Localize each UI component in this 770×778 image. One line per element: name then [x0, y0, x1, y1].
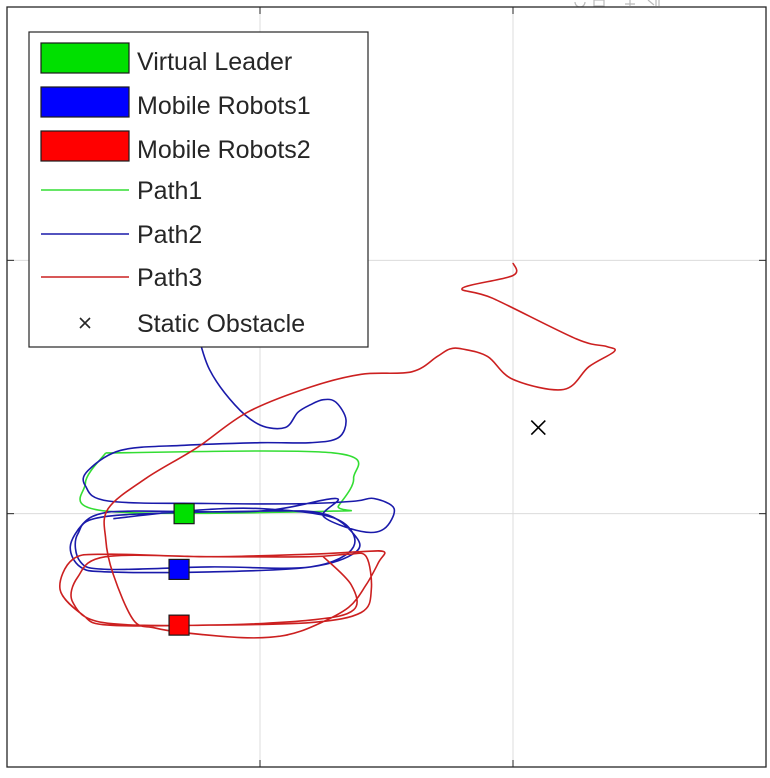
legend-label-path3: Path3 — [137, 264, 202, 292]
legend[interactable]: Virtual Leader Mobile Robots1 Mobile Rob… — [28, 31, 369, 348]
series-layer — [59, 216, 616, 639]
data-tips-icon[interactable] — [593, 0, 605, 7]
legend-swatch-virtual-leader — [40, 42, 130, 74]
legend-label-virtual-leader: Virtual Leader — [137, 48, 292, 76]
legend-entry-path1: Path1 — [41, 177, 202, 205]
axes-box — [6, 6, 767, 768]
legend-swatch-mobile-robots2 — [40, 130, 130, 162]
pan-icon[interactable] — [625, 0, 635, 6]
series-path3-line — [59, 262, 616, 639]
legend-entry-mobile-robots2: Mobile Robots2 — [40, 130, 311, 164]
legend-entry-mobile-robots1: Mobile Robots1 — [40, 86, 311, 120]
legend-label-path2: Path2 — [137, 221, 202, 249]
legend-x-marker — [79, 317, 91, 329]
axes-toolbar[interactable] — [574, 0, 660, 8]
marker-static-obstacle — [530, 419, 546, 436]
series-path1-line — [79, 450, 360, 515]
legend-entry-static-obstacle: Static Obstacle — [79, 310, 305, 338]
marker-layer — [168, 419, 546, 636]
marker-mobile-robots2 — [168, 614, 190, 636]
series-path2-line — [69, 216, 396, 574]
legend-entry-virtual-leader: Virtual Leader — [40, 42, 292, 76]
marker-mobile-robots1 — [168, 558, 190, 581]
legend-label-static-obstacle: Static Obstacle — [137, 310, 305, 338]
legend-label-path1: Path1 — [137, 177, 202, 205]
legend-label-mobile-robots2: Mobile Robots2 — [137, 136, 311, 164]
legend-label-mobile-robots1: Mobile Robots1 — [137, 92, 311, 120]
marker-virtual-leader — [173, 503, 195, 525]
zoom-icon[interactable] — [647, 0, 660, 6]
legend-entry-path3: Path3 — [41, 264, 202, 292]
legend-entry-path2: Path2 — [41, 221, 202, 249]
legend-swatch-mobile-robots1 — [40, 86, 130, 118]
